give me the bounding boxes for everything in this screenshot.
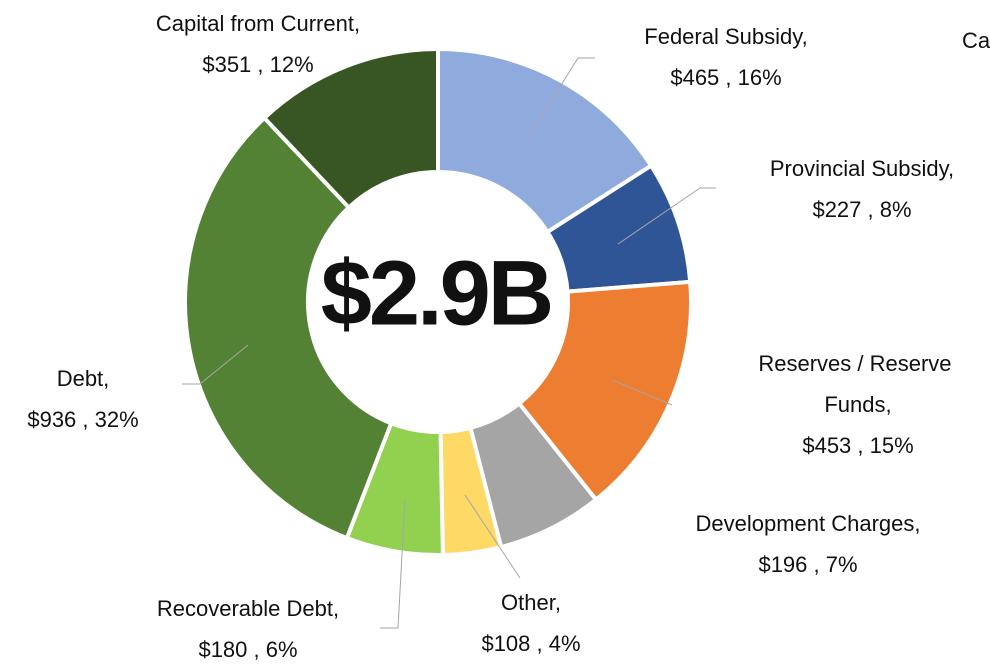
leader-line: [380, 499, 406, 629]
category-label: Provincial Subsidy,: [770, 156, 954, 181]
category-label: Recoverable Debt,: [157, 596, 339, 621]
category-label: Federal Subsidy,: [644, 24, 807, 49]
value-label: $453 , 15%: [802, 433, 913, 458]
donut-segment: [261, 46, 440, 211]
category-label: Reserves / Reserve Funds,: [758, 351, 957, 417]
value-label: $196 , 7%: [758, 552, 857, 577]
value-label: $936 , 32%: [27, 407, 138, 432]
leader-line: [611, 379, 673, 406]
leader-line: [617, 187, 716, 245]
value-label: $351 , 12%: [202, 52, 313, 77]
value-label: $180 , 6%: [198, 637, 297, 662]
annotation: Ca: [962, 28, 990, 53]
value-label: $227 , 8%: [812, 197, 911, 222]
category-label: Capital from Current,: [156, 11, 360, 36]
leader-line: [464, 494, 521, 579]
value-label: $465 , 16%: [670, 65, 781, 90]
category-label: Other,: [501, 590, 561, 615]
donut-segment: [436, 46, 654, 235]
category-label: Development Charges,: [695, 511, 920, 536]
center-label: $2.9B: [321, 242, 552, 344]
donut-segment: [183, 115, 394, 541]
leader-line: [182, 344, 249, 385]
value-label: $108 , 4%: [481, 631, 580, 656]
category-label: Debt,: [57, 366, 110, 391]
leader-line: [529, 57, 595, 136]
donut-segment: [516, 279, 693, 503]
